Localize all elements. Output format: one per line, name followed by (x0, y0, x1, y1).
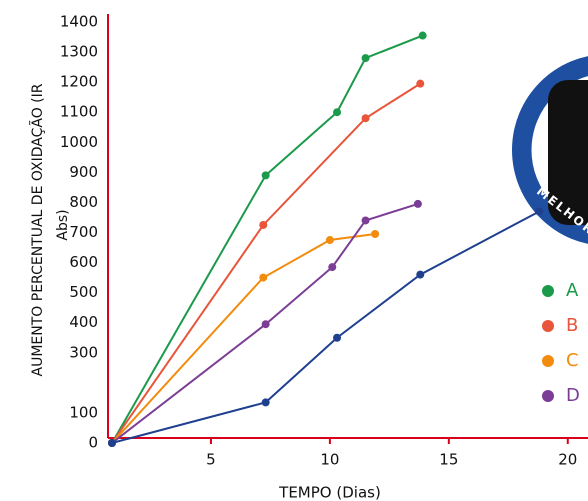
y-tick-label: 1100 (60, 103, 98, 121)
data-point (418, 31, 427, 40)
data-point (416, 79, 425, 88)
data-point (259, 273, 268, 282)
y-tick-label: 600 (69, 253, 98, 271)
data-point (361, 54, 370, 63)
data-point (328, 263, 337, 272)
series-line (111, 82, 421, 444)
legend-marker (542, 285, 554, 297)
y-axis-label: Abs) (55, 209, 71, 240)
x-axis-label: TEMPO (Dias) (278, 484, 381, 501)
y-axis-label: AUMENTO PERCENTUAL DE OXIDAÇÃO (IR (29, 83, 46, 376)
data-point (413, 199, 422, 208)
data-point (535, 207, 544, 216)
data-point (107, 439, 116, 447)
y-tick-label: 1400 (60, 13, 98, 31)
data-point (261, 320, 270, 329)
y-tick-label: 300 (69, 343, 98, 361)
data-point (333, 333, 342, 342)
data-point (361, 216, 370, 225)
data-point (261, 398, 270, 407)
x-tick-label: 20 (558, 451, 577, 469)
series-line (111, 233, 376, 444)
data-point (416, 270, 425, 279)
y-tick-label: 900 (69, 163, 98, 181)
legend-label: D (566, 385, 580, 406)
series-line (111, 210, 540, 444)
y-tick-label: 1000 (60, 133, 98, 151)
y-tick-label: 1200 (60, 73, 98, 91)
data-point (361, 114, 370, 123)
badge-image (548, 80, 588, 225)
y-tick-label: 1300 (60, 43, 98, 61)
legend-label: A (566, 280, 579, 301)
y-tick-label: 0 (88, 434, 98, 452)
data-point (325, 236, 334, 245)
legend-label: C (566, 350, 579, 371)
legend-marker (542, 355, 554, 367)
x-tick-label: 10 (320, 451, 339, 469)
x-tick-label: 5 (206, 451, 216, 469)
x-tick-label: 15 (439, 451, 458, 469)
legend-label: B (566, 315, 578, 336)
y-tick-label: 500 (69, 283, 98, 301)
legend-marker (542, 320, 554, 332)
data-point (333, 108, 342, 117)
legend-marker (542, 390, 554, 402)
series-line (111, 34, 424, 444)
data-point (261, 171, 270, 180)
y-tick-label: 400 (69, 313, 98, 331)
y-tick-label: 800 (69, 193, 98, 211)
data-point (259, 220, 268, 229)
data-point (371, 230, 380, 239)
y-tick-label: 700 (69, 223, 98, 241)
y-tick-label: 100 (69, 403, 98, 421)
